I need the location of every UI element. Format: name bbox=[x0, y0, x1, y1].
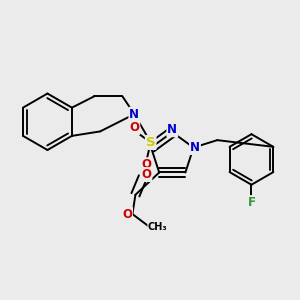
Text: O: O bbox=[141, 158, 151, 171]
Text: F: F bbox=[248, 196, 256, 209]
Text: S: S bbox=[146, 136, 155, 149]
Text: O: O bbox=[129, 121, 139, 134]
Text: O: O bbox=[122, 208, 132, 220]
Text: O: O bbox=[141, 168, 152, 181]
Text: N: N bbox=[190, 141, 200, 154]
Text: N: N bbox=[129, 108, 139, 121]
Text: N: N bbox=[167, 123, 177, 136]
Text: CH₃: CH₃ bbox=[148, 223, 167, 232]
